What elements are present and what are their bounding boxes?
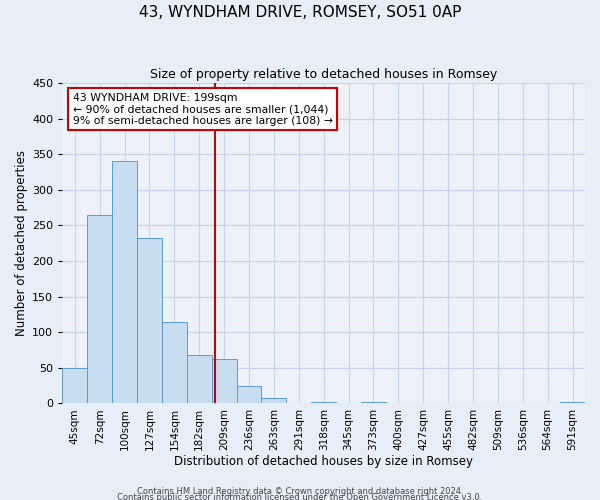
Bar [62,368,87,404]
Text: 43, WYNDHAM DRIVE, ROMSEY, SO51 0AP: 43, WYNDHAM DRIVE, ROMSEY, SO51 0AP [139,5,461,20]
Bar [262,398,286,404]
Y-axis label: Number of detached properties: Number of detached properties [15,150,28,336]
Bar [212,359,236,404]
Bar [187,355,212,404]
Bar [112,162,137,404]
Bar [162,322,187,404]
Text: 43 WYNDHAM DRIVE: 199sqm
← 90% of detached houses are smaller (1,044)
9% of semi: 43 WYNDHAM DRIVE: 199sqm ← 90% of detach… [73,92,333,126]
Bar [236,386,262,404]
Bar [87,214,112,404]
Bar [137,238,162,404]
Text: Contains public sector information licensed under the Open Government Licence v3: Contains public sector information licen… [118,492,482,500]
Title: Size of property relative to detached houses in Romsey: Size of property relative to detached ho… [150,68,497,80]
Bar [560,402,585,404]
X-axis label: Distribution of detached houses by size in Romsey: Distribution of detached houses by size … [174,454,473,468]
Bar [311,402,336,404]
Bar [361,402,386,404]
Text: Contains HM Land Registry data © Crown copyright and database right 2024.: Contains HM Land Registry data © Crown c… [137,486,463,496]
